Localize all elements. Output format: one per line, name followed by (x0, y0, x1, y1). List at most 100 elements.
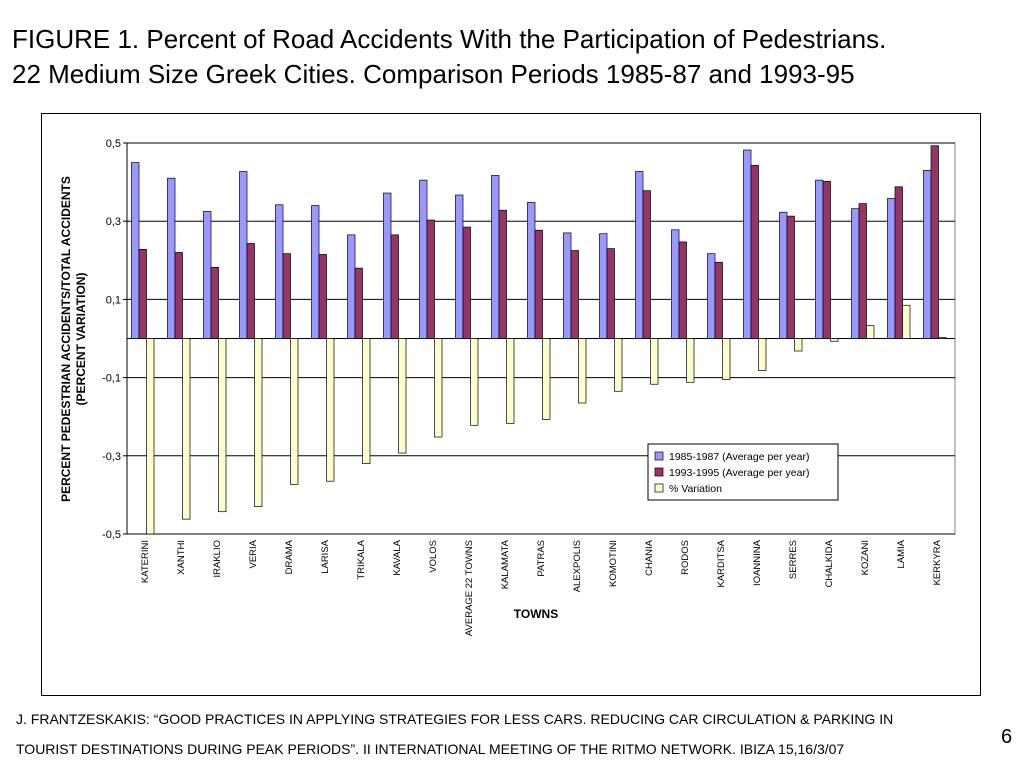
y-tick-label: -0,1 (102, 373, 121, 385)
x-tick-label: VERIA (248, 539, 259, 568)
bar-variation (866, 325, 875, 339)
bar-1985-87 (311, 205, 320, 339)
bar-1993-95 (570, 250, 579, 339)
bar-variation (290, 338, 299, 485)
bar-variation (434, 338, 443, 438)
bar-1993-95 (858, 203, 867, 339)
bar-1985-87 (743, 149, 752, 339)
bar-1985-87 (455, 194, 464, 339)
x-tick-label: TRIKALA (356, 539, 367, 579)
bar-variation (614, 338, 623, 392)
footer-line2: TOURIST DESTINATIONS DURING PEAK PERIODS… (16, 741, 845, 757)
legend-label: % Variation (669, 483, 722, 495)
bar-1985-87 (815, 179, 824, 339)
x-tick-label: LARISA (320, 539, 331, 573)
x-tick-label: ALEXPOLIS (572, 540, 583, 592)
bar-variation (578, 338, 587, 404)
x-tick-label: AVERAGE 22 TOWNS (464, 540, 475, 636)
bar-1993-95 (822, 180, 831, 339)
bar-1985-87 (203, 211, 212, 339)
bar-1985-87 (347, 234, 356, 339)
bar-1985-87 (707, 253, 716, 339)
bar-variation (362, 338, 371, 464)
x-tick-label: KAVALA (392, 539, 403, 575)
y-tick-label: 0,5 (106, 138, 121, 150)
x-tick-label: KARDITSA (716, 539, 727, 587)
bar-variation (506, 338, 515, 424)
bar-1985-87 (923, 170, 932, 339)
bar-1985-87 (167, 177, 176, 339)
bar-1985-87 (671, 229, 680, 339)
x-tick-label: RODOS (680, 540, 691, 575)
bar-1993-95 (138, 249, 147, 339)
bar-1985-87 (599, 233, 608, 339)
x-tick-label: CHANIA (644, 539, 655, 576)
y-tick-label: 0,3 (106, 216, 121, 228)
page-number: 6 (1001, 726, 1013, 748)
bar-1985-87 (527, 202, 536, 339)
bar-1993-95 (246, 243, 255, 339)
bar-variation (254, 338, 263, 507)
bar-chart: 0,5 0,3 0,1 -0,1 -0,3 -0,5 KATERINI XANTHI IRAKL… (59, 138, 956, 636)
bar-1993-95 (894, 186, 903, 339)
legend-label: 1985-1987 (Average per year) (669, 451, 809, 463)
x-tick-label: KOMOTINI (608, 540, 619, 587)
bar-1993-95 (498, 209, 507, 339)
bar-variation (218, 338, 227, 513)
bar-1985-87 (887, 198, 896, 339)
bar-variation (650, 338, 659, 385)
figure-title-line2: 22 Medium Size Greek Cities. Comparison … (12, 59, 855, 89)
x-tick-label: CHALKIDA (824, 539, 835, 587)
x-tick-label: KOZANI (860, 540, 871, 575)
bar-variation (398, 338, 407, 454)
bar-1985-87 (779, 211, 788, 339)
bar-1985-87 (239, 171, 248, 339)
footer-citation: J. FRANTZESKAKIS: “GOOD PRACTICES IN APP… (16, 704, 1011, 764)
bar-variation (722, 338, 731, 380)
bar-1993-95 (354, 267, 363, 339)
bar-variation (542, 338, 551, 420)
x-tick-label: KATERINI (140, 540, 151, 583)
bar-1993-95 (534, 229, 543, 339)
bar-variation (146, 338, 155, 535)
y-tick-label: -0,5 (102, 529, 121, 541)
bar-1985-87 (491, 175, 500, 339)
x-tick-label: SERRES (788, 540, 799, 579)
legend-swatch (654, 451, 664, 461)
bar-variation (470, 338, 479, 426)
bar-1985-87 (563, 232, 572, 339)
bar-1993-95 (210, 266, 219, 339)
bar-1985-87 (419, 179, 428, 339)
bar-1993-95 (318, 254, 327, 339)
bar-1993-95 (642, 190, 651, 339)
bar-1985-87 (131, 162, 140, 339)
bar-1993-95 (390, 234, 399, 339)
legend-label: 1993-1995 (Average per year) (669, 467, 809, 479)
bar-1985-87 (851, 208, 860, 339)
x-tick-label: KERKYRA (932, 539, 943, 585)
x-tick-label: IRAKLIO (212, 540, 223, 578)
y-axis-title-line2: (PERCENT VARIATION) (74, 273, 88, 406)
bar-1985-87 (383, 192, 392, 339)
x-axis-title: TOWNS (514, 607, 558, 621)
x-tick-label: DRAMA (284, 539, 295, 574)
bar-1985-87 (275, 204, 284, 339)
bar-1993-95 (786, 215, 795, 339)
bar-1993-95 (426, 219, 435, 339)
chart-area: 0,5 0,3 0,1 -0,1 -0,3 -0,5 KATERINI XANTHI IRAKL… (41, 113, 981, 696)
bar-variation (938, 336, 947, 339)
bar-variation (902, 304, 911, 339)
bar-1993-95 (462, 226, 471, 339)
bar-variation (758, 338, 767, 371)
bar-variation (686, 338, 695, 383)
legend-swatch (654, 467, 664, 477)
bar-1993-95 (606, 248, 615, 339)
bar-variation (830, 338, 839, 342)
x-tick-label: VOLOS (428, 540, 439, 573)
bar-1993-95 (750, 164, 759, 339)
legend-swatch (654, 483, 664, 493)
y-axis-title-line1: PERCENT PEDESTRIAN ACCIDENTS/TOTAL ACCID… (59, 176, 73, 502)
bar-1993-95 (282, 253, 291, 339)
figure-title-line1: FIGURE 1. Percent of Road Accidents With… (12, 24, 887, 54)
x-tick-label: KALAMATA (500, 539, 511, 589)
